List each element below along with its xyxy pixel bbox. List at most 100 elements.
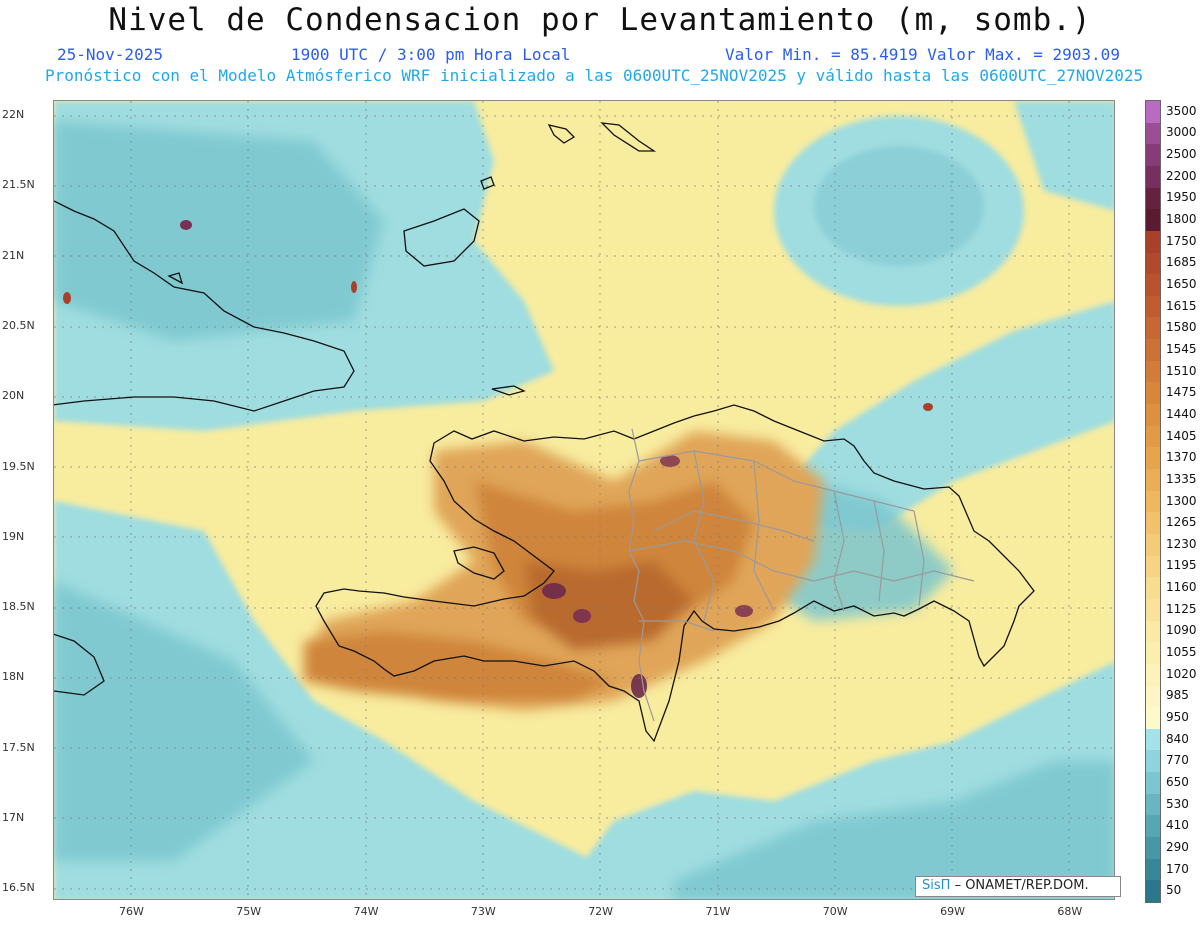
legend-value-label: 1475: [1166, 385, 1197, 400]
legend-color-swatch: [1146, 663, 1160, 686]
latitude-tick-label: 22N: [2, 108, 25, 121]
legend-color-swatch: [1146, 274, 1160, 297]
legend-value-label: 770: [1166, 753, 1189, 768]
legend-value-label: 1370: [1166, 450, 1197, 465]
legend-color-swatch: [1146, 512, 1160, 535]
legend-color-swatch: [1146, 642, 1160, 665]
legend-value-label: 3000: [1166, 125, 1197, 140]
value-range: Valor Min. = 85.4919 Valor Max. = 2903.0…: [725, 45, 1120, 64]
cuba-east-coast: [54, 200, 355, 412]
legend-value-label: 1230: [1166, 536, 1197, 551]
legend-color-swatch: [1146, 577, 1160, 600]
province-borders: [628, 428, 975, 722]
legend-color-swatch: [1146, 252, 1160, 275]
legend-color-swatch: [1146, 187, 1160, 210]
longitude-tick-label: 69W: [940, 905, 965, 918]
map-panel: [53, 100, 1115, 900]
legend-color-swatch: [1146, 598, 1160, 622]
latitude-tick-label: 17N: [2, 811, 25, 824]
graticule-lines: [54, 101, 1114, 899]
legend-color-swatch: [1146, 230, 1160, 254]
legend-value-label: 2500: [1166, 147, 1197, 162]
northeast-edge-band: [1014, 101, 1114, 211]
legend-value-label: 1125: [1166, 601, 1197, 616]
gonave-island: [453, 546, 505, 580]
legend-value-label: 1440: [1166, 406, 1197, 421]
legend-value-label: 985: [1166, 688, 1189, 703]
legend-value-label: 290: [1166, 839, 1189, 854]
legend-value-label: 2200: [1166, 168, 1197, 183]
legend-value-label: 1545: [1166, 341, 1197, 356]
longitude-tick-label: 74W: [353, 905, 379, 918]
legend-color-swatch: [1146, 101, 1160, 124]
legend-value-label: 1055: [1166, 645, 1197, 660]
legend-value-label: 1750: [1166, 233, 1197, 248]
latitude-tick-label: 21.5N: [2, 178, 35, 192]
chart-title: Nivel de Condensacion por Levantamiento …: [108, 2, 1092, 38]
inagua-island: [403, 208, 480, 267]
legend-value-label: 1685: [1166, 255, 1197, 270]
longitude-tick-label: 71W: [705, 905, 731, 918]
legend-color-swatch: [1146, 144, 1160, 167]
legend-color-swatch: [1146, 404, 1160, 427]
hispaniola-coast: [315, 404, 1035, 743]
legend-color-swatch: [1146, 772, 1160, 795]
caicos-island: [547, 124, 576, 144]
legend-value-label: 530: [1166, 796, 1189, 811]
longitude-tick-label: 70W: [822, 905, 848, 918]
mid-lcl-ocean-regions: [54, 121, 1114, 899]
legend-color-swatch: [1146, 165, 1160, 189]
legend-color-swatch: [1146, 815, 1160, 838]
legend-color-swatch: [1146, 555, 1160, 578]
legend-value-label: 950: [1166, 709, 1189, 724]
legend-color-swatch: [1146, 858, 1160, 881]
legend-color-swatch: [1146, 837, 1160, 860]
legend-color-swatch: [1146, 793, 1160, 816]
longitude-tick-label: 73W: [470, 905, 496, 918]
latitude-tick-label: 19N: [2, 529, 25, 543]
latitude-tick-label: 18N: [2, 670, 25, 684]
legend-value-label: 1800: [1166, 212, 1197, 227]
south-peninsula-warm: [304, 631, 614, 701]
legend-color-swatch: [1146, 209, 1160, 232]
model-run-info: Pronóstico con el Modelo Atmósferico WRF…: [45, 66, 1144, 85]
legend-value-label: 1510: [1166, 363, 1197, 378]
color-legend-bar: [1145, 100, 1161, 903]
legend-color-swatch: [1146, 490, 1160, 513]
legend-color-swatch: [1146, 728, 1160, 751]
longitude-tick-label: 68W: [1057, 905, 1083, 918]
credit-box: SisΠ – ONAMET/REP.DOM.: [915, 876, 1121, 897]
legend-color-swatch: [1146, 620, 1160, 643]
legend-value-label: 1580: [1166, 320, 1197, 335]
longitude-tick-label: 72W: [588, 905, 614, 918]
lcl-shaded-map: [54, 101, 1114, 899]
legend-value-label: 3500: [1166, 103, 1197, 118]
east-cool-band: [754, 301, 1114, 531]
legend-color-swatch: [1146, 295, 1160, 318]
legend-color-swatch: [1146, 382, 1160, 405]
legend-value-label: 1405: [1166, 428, 1197, 443]
legend-value-label: 1020: [1166, 666, 1197, 681]
forecast-date: 25-Nov-2025: [57, 45, 163, 64]
latitude-tick-label: 16.5N: [2, 881, 35, 895]
peak-lcl-spots: [63, 220, 933, 698]
legend-value-label: 1265: [1166, 515, 1197, 530]
longitude-tick-label: 76W: [119, 905, 144, 918]
sispi-logo-text: SisΠ: [922, 878, 951, 893]
legend-color-swatch: [1146, 447, 1160, 470]
latitude-tick-label: 18.5N: [2, 600, 35, 614]
credit-text: – ONAMET/REP.DOM.: [954, 878, 1089, 893]
legend-color-swatch: [1146, 533, 1160, 557]
legend-value-label: 1300: [1166, 493, 1197, 508]
legend-color-swatch: [1146, 122, 1160, 145]
jamaica-coast: [54, 633, 105, 696]
legend-value-label: 50: [1166, 883, 1182, 898]
legend-value-label: 1090: [1166, 623, 1197, 638]
legend-color-swatch: [1146, 425, 1160, 448]
legend-value-label: 1335: [1166, 471, 1197, 486]
latitude-tick-label: 19.5N: [2, 459, 35, 473]
tortuga-island: [491, 385, 526, 396]
legend-color-swatch: [1146, 685, 1160, 708]
latitude-tick-label: 20.5N: [2, 318, 35, 332]
legend-value-label: 1615: [1166, 298, 1197, 313]
